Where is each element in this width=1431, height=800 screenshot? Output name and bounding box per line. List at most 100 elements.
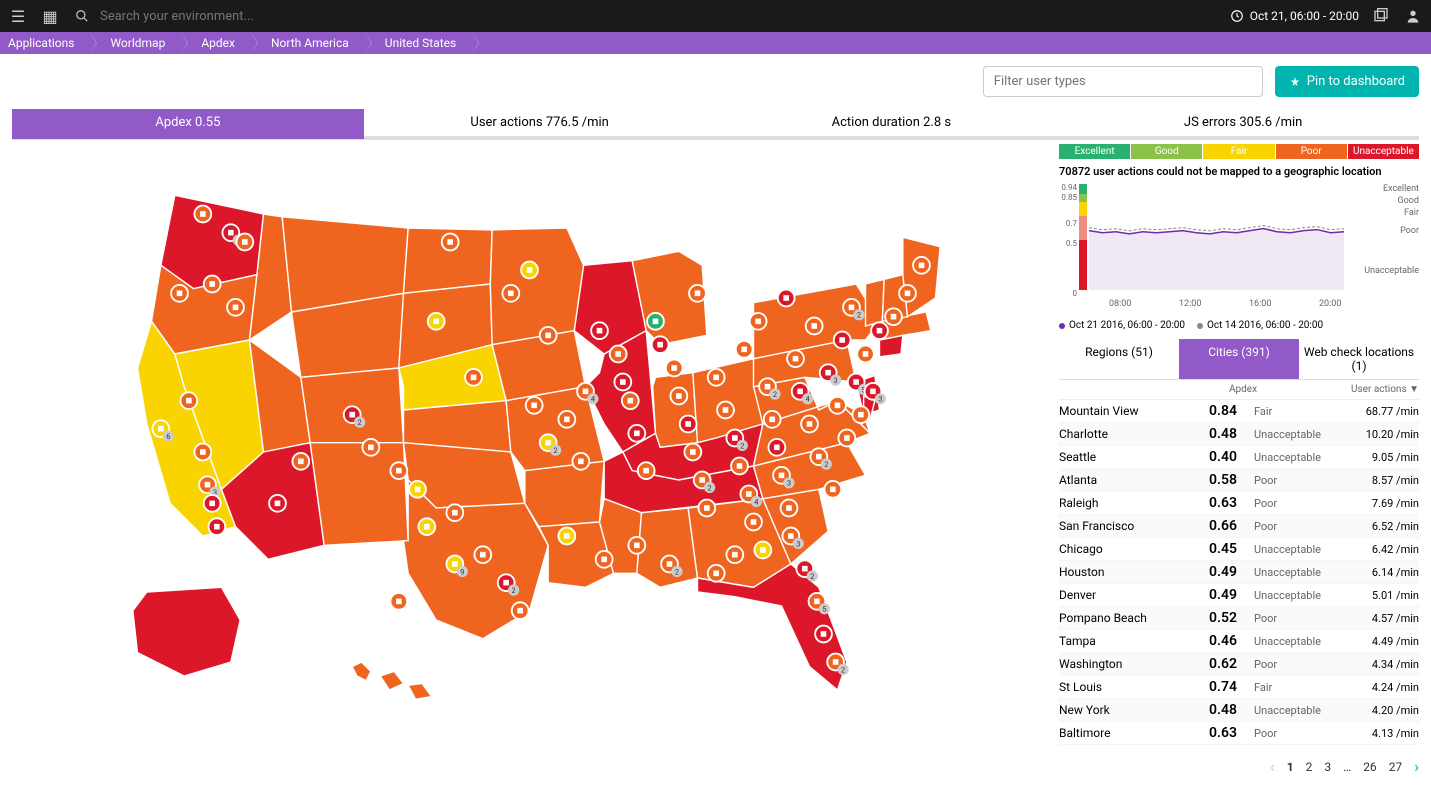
city-marker[interactable] <box>442 234 459 251</box>
city-marker[interactable] <box>236 234 253 251</box>
search-icon[interactable] <box>72 6 92 26</box>
city-marker[interactable] <box>838 430 855 447</box>
city-marker[interactable] <box>465 369 482 386</box>
city-marker[interactable] <box>857 346 874 363</box>
state-AR[interactable] <box>525 461 604 526</box>
metric-tab[interactable]: User actions 776.5 /min <box>364 109 716 139</box>
city-marker[interactable] <box>726 546 743 563</box>
city-marker[interactable] <box>778 290 795 307</box>
page-number[interactable]: 1 <box>1287 760 1294 774</box>
city-marker[interactable] <box>558 411 575 428</box>
page-prev[interactable]: ‹ <box>1270 757 1275 776</box>
city-marker[interactable] <box>269 495 286 512</box>
state-MN[interactable] <box>490 228 583 345</box>
metric-tab[interactable]: JS errors 305.6 /min <box>1067 109 1419 139</box>
city-marker[interactable] <box>708 369 725 386</box>
breadcrumb-item[interactable]: North America <box>251 32 365 54</box>
city-marker[interactable] <box>180 392 197 409</box>
search-input[interactable] <box>100 9 400 24</box>
city-marker[interactable] <box>526 397 543 414</box>
city-marker[interactable] <box>899 285 916 302</box>
view-tab[interactable]: Web check locations (1) <box>1299 339 1419 379</box>
city-marker[interactable] <box>596 551 613 568</box>
city-marker[interactable] <box>787 350 804 367</box>
city-marker[interactable] <box>512 602 529 619</box>
th-apdex[interactable]: Apdex <box>1229 384 1329 395</box>
city-marker[interactable] <box>680 416 697 433</box>
legend-item[interactable]: Fair <box>1203 144 1274 159</box>
city-marker[interactable] <box>572 453 589 470</box>
city-marker[interactable] <box>871 322 888 339</box>
city-marker[interactable] <box>852 406 869 423</box>
legend-item[interactable]: Good <box>1131 144 1202 159</box>
state-ME[interactable] <box>903 237 940 316</box>
city-marker[interactable] <box>815 626 832 643</box>
city-marker[interactable] <box>829 397 846 414</box>
state-NM[interactable] <box>310 443 408 546</box>
breadcrumb-item[interactable]: Apdex <box>181 32 251 54</box>
city-marker[interactable] <box>628 537 645 554</box>
city-marker[interactable] <box>292 453 309 470</box>
city-marker[interactable] <box>801 416 818 433</box>
city-marker[interactable] <box>591 322 608 339</box>
city-marker[interactable] <box>708 565 725 582</box>
city-marker[interactable] <box>409 481 426 498</box>
city-marker[interactable] <box>666 360 683 377</box>
table-row[interactable]: Seattle0.40Unacceptable9.05 /min <box>1059 446 1419 469</box>
city-marker[interactable] <box>638 462 655 479</box>
city-marker[interactable] <box>764 411 781 428</box>
table-row[interactable]: Charlotte0.48Unacceptable10.20 /min <box>1059 423 1419 446</box>
city-marker[interactable] <box>502 285 519 302</box>
city-marker[interactable] <box>362 439 379 456</box>
city-marker[interactable] <box>446 504 463 521</box>
city-marker[interactable] <box>540 327 557 344</box>
city-marker[interactable] <box>885 308 902 325</box>
page-number[interactable]: 26 <box>1363 760 1377 774</box>
city-marker[interactable] <box>204 495 221 512</box>
state-HI[interactable] <box>352 662 431 699</box>
page-number[interactable]: 3 <box>1324 760 1331 774</box>
view-tab[interactable]: Cities (391) <box>1179 339 1299 379</box>
table-row[interactable]: Chicago0.45Unacceptable6.42 /min <box>1059 538 1419 561</box>
th-actions[interactable]: User actions ▼ <box>1329 384 1419 395</box>
state-VT[interactable] <box>866 279 885 326</box>
state-AK[interactable] <box>133 587 240 676</box>
city-marker[interactable] <box>745 514 762 531</box>
table-row[interactable]: New York0.48Unacceptable4.20 /min <box>1059 699 1419 722</box>
city-marker[interactable] <box>418 518 435 535</box>
table-row[interactable]: Washington0.62Poor4.34 /min <box>1059 653 1419 676</box>
legend-item[interactable]: Excellent <box>1059 144 1130 159</box>
table-row[interactable]: Pompano Beach0.52Poor4.57 /min <box>1059 607 1419 630</box>
city-marker[interactable] <box>750 313 767 330</box>
city-marker[interactable] <box>670 388 687 405</box>
city-marker[interactable] <box>806 318 823 335</box>
city-marker[interactable] <box>474 546 491 563</box>
city-marker[interactable] <box>689 285 706 302</box>
city-marker[interactable] <box>194 444 211 461</box>
table-row[interactable]: Denver0.49Unacceptable5.01 /min <box>1059 584 1419 607</box>
city-marker[interactable] <box>698 500 715 517</box>
state-CO[interactable] <box>301 368 404 443</box>
city-marker[interactable] <box>754 542 771 559</box>
city-marker[interactable] <box>647 313 664 330</box>
city-marker[interactable] <box>208 518 225 535</box>
pin-button[interactable]: Pin to dashboard <box>1275 66 1419 97</box>
city-marker[interactable] <box>913 257 930 274</box>
legend-item[interactable]: Unacceptable <box>1348 144 1419 159</box>
city-marker[interactable] <box>628 425 645 442</box>
table-row[interactable]: Atlanta0.58Poor8.57 /min <box>1059 469 1419 492</box>
time-range-selector[interactable]: Oct 21, 06:00 - 20:00 <box>1230 9 1359 23</box>
city-marker[interactable] <box>717 402 734 419</box>
page-number[interactable]: 27 <box>1389 760 1403 774</box>
city-marker[interactable] <box>614 374 631 391</box>
dashboard-icon[interactable]: ▦ <box>40 6 60 26</box>
breadcrumb-item[interactable]: United States <box>365 32 472 54</box>
city-marker[interactable] <box>194 206 211 223</box>
breadcrumb-item[interactable]: Applications <box>0 32 90 54</box>
city-marker[interactable] <box>736 341 753 358</box>
city-marker[interactable] <box>768 439 785 456</box>
city-marker[interactable] <box>171 285 188 302</box>
city-marker[interactable] <box>204 276 221 293</box>
state-AL[interactable] <box>637 508 698 587</box>
city-marker[interactable] <box>390 462 407 479</box>
